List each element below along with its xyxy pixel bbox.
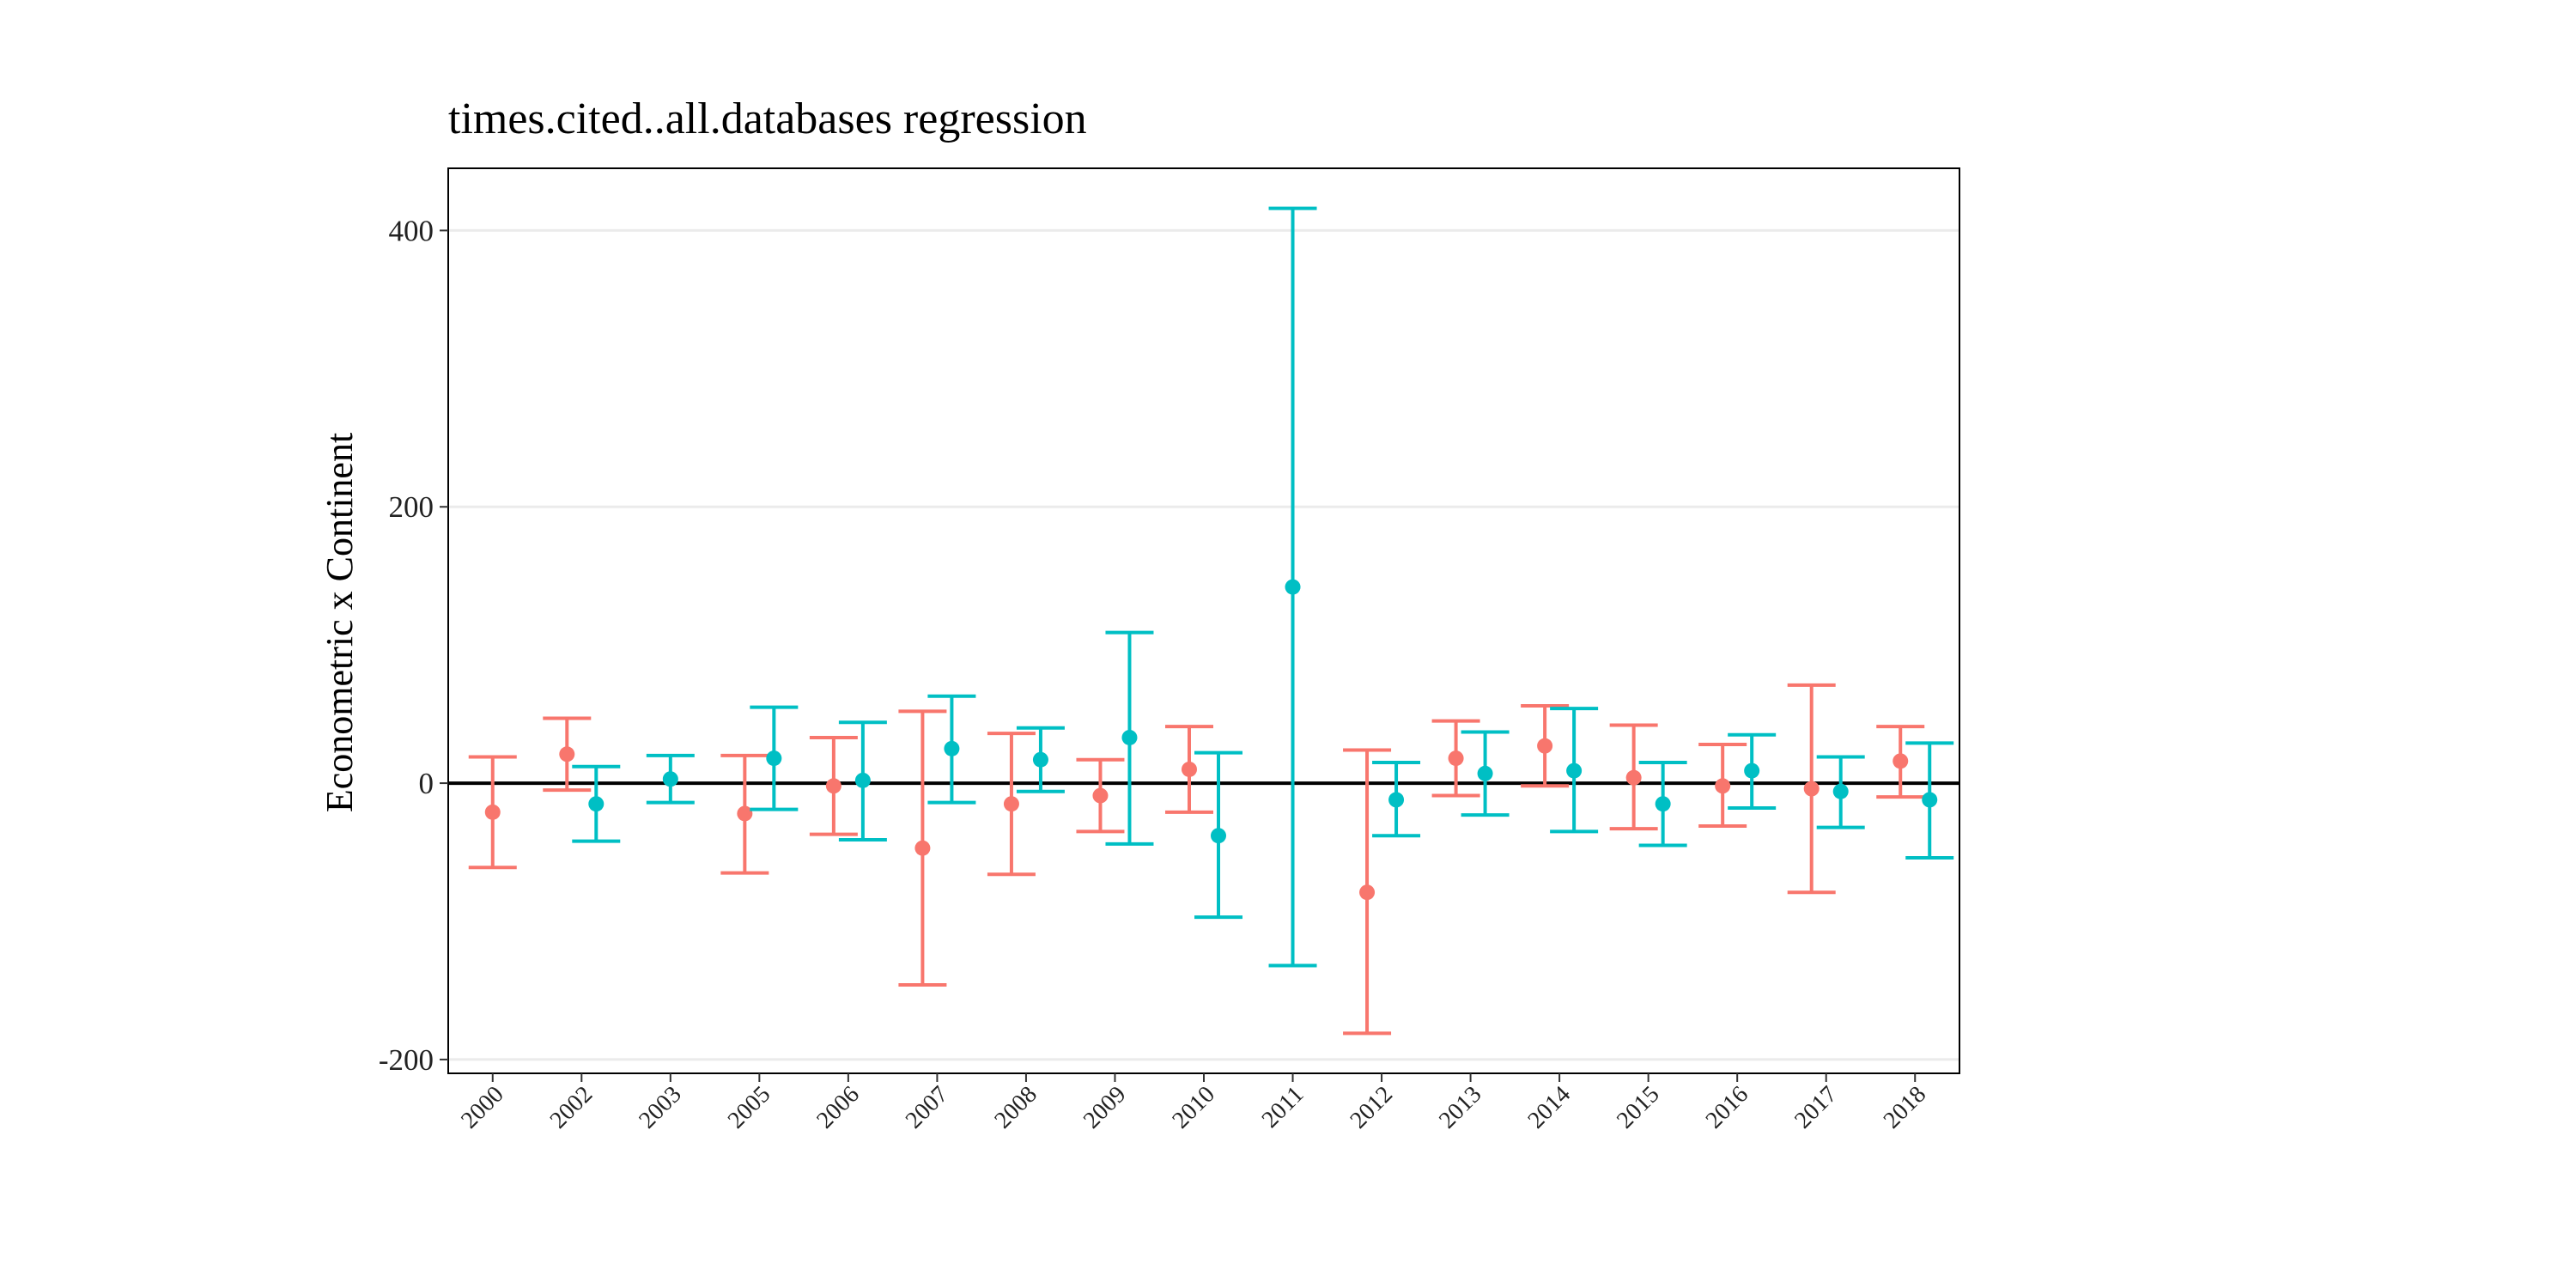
estimate-point [1715, 778, 1731, 794]
estimate-point [766, 750, 782, 767]
estimate-point [1359, 884, 1376, 901]
estimate-point [1448, 750, 1464, 767]
y-tick-label: 200 [389, 490, 434, 524]
estimate-point [825, 778, 841, 794]
estimate-point [662, 771, 678, 787]
estimate-point [1182, 761, 1197, 777]
estimate-point [854, 772, 871, 788]
estimate-point [1032, 751, 1048, 768]
estimate-point [484, 804, 501, 820]
y-tick-label: 0 [419, 767, 434, 800]
estimate-point [1121, 729, 1138, 745]
y-tick-label: -200 [379, 1043, 434, 1077]
y-axis-ticks: -200 0 200 400 [379, 214, 448, 1077]
estimate-point [1625, 769, 1642, 786]
estimate-point [1566, 762, 1583, 779]
estimate-point [1803, 781, 1820, 797]
estimate-point [1744, 762, 1760, 779]
estimate-point [1832, 783, 1849, 799]
estimate-point [1477, 765, 1493, 781]
estimate-point [914, 840, 931, 856]
estimate-point [1922, 792, 1938, 808]
estimate-point [1537, 738, 1553, 754]
series-1 [468, 683, 1925, 1036]
estimate-point [1893, 753, 1909, 769]
y-axis-label: Econometric x Continent [319, 433, 361, 812]
estimate-point [1211, 828, 1226, 844]
estimate-point [1388, 792, 1405, 808]
estimate-point [944, 740, 960, 756]
series-layer [468, 206, 1954, 1036]
series-2 [572, 206, 1954, 968]
estimate-point [1655, 796, 1671, 812]
estimate-point [588, 796, 605, 812]
estimate-point [1092, 787, 1109, 804]
estimate-point [1285, 579, 1301, 595]
y-tick-label: 400 [389, 214, 434, 247]
estimate-point [1003, 796, 1019, 812]
estimate-point [737, 805, 753, 822]
estimate-point [559, 746, 575, 762]
chart-title: times.cited..all.databases regression [448, 94, 1087, 143]
